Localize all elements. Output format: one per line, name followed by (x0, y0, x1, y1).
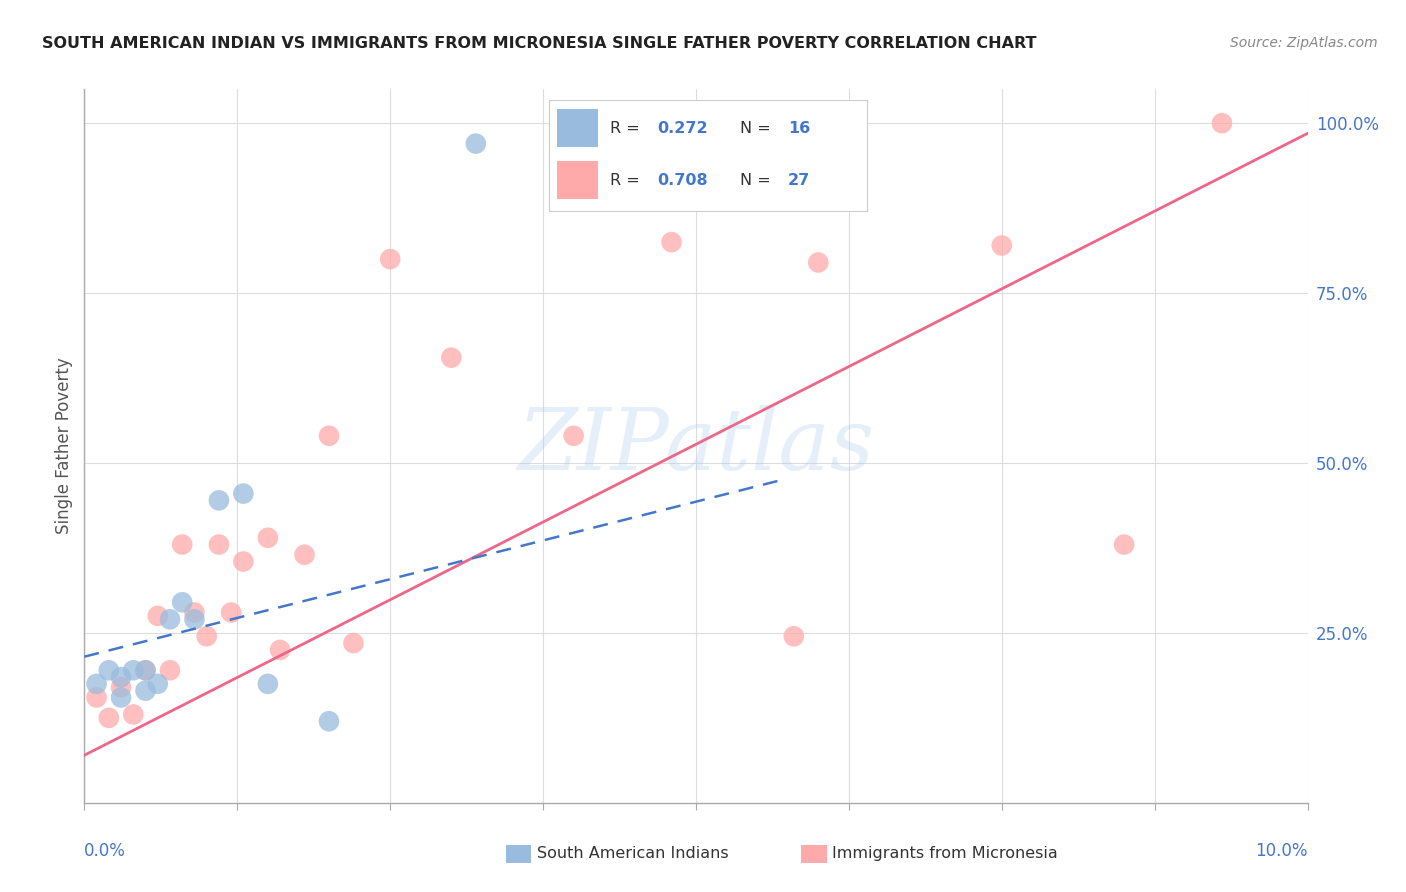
Point (146, 677, 169, 691)
Point (122, 707, 145, 722)
Point (991, 238, 1014, 252)
Point (159, 663, 181, 677)
Point (97, 663, 120, 677)
Point (110, 680, 132, 694)
Text: SOUTH AMERICAN INDIAN VS IMMIGRANTS FROM MICRONESIA SINGLE FATHER POVERTY CORREL: SOUTH AMERICAN INDIAN VS IMMIGRANTS FROM… (42, 36, 1036, 51)
Point (110, 690, 132, 705)
Point (807, 255, 830, 269)
Point (183, 606, 205, 620)
Point (110, 670, 132, 684)
Point (86, 690, 108, 705)
Point (135, 663, 157, 677)
Point (86, 677, 108, 691)
Point (135, 683, 157, 698)
Point (97, 711, 120, 725)
Point (172, 537, 194, 551)
Point (172, 595, 194, 609)
Point (661, 235, 683, 249)
Point (783, 629, 806, 643)
Point (440, 351, 463, 365)
Point (257, 677, 280, 691)
Point (208, 493, 231, 508)
Point (183, 612, 205, 626)
Point (294, 548, 316, 562)
Point (257, 531, 280, 545)
Text: South American Indians: South American Indians (537, 847, 728, 861)
Point (562, 429, 585, 443)
Point (122, 663, 145, 677)
Point (1211, 116, 1233, 130)
Point (195, 629, 218, 643)
Point (318, 714, 340, 729)
Text: Immigrants from Micronesia: Immigrants from Micronesia (832, 847, 1059, 861)
Point (464, 136, 486, 151)
Point (342, 636, 364, 650)
Point (380, 252, 402, 266)
Y-axis label: Single Father Poverty: Single Father Poverty (55, 358, 73, 534)
Text: 0.0%: 0.0% (84, 842, 127, 860)
Point (232, 486, 254, 500)
Point (269, 643, 291, 657)
Text: 10.0%: 10.0% (1256, 842, 1308, 860)
Point (219, 606, 242, 620)
Point (146, 608, 169, 623)
Text: Source: ZipAtlas.com: Source: ZipAtlas.com (1230, 36, 1378, 50)
Text: ZIPatlas: ZIPatlas (517, 405, 875, 487)
Point (208, 537, 231, 551)
Point (318, 429, 340, 443)
Point (159, 612, 181, 626)
Point (232, 555, 254, 569)
Point (135, 663, 157, 677)
Point (1114, 537, 1136, 551)
